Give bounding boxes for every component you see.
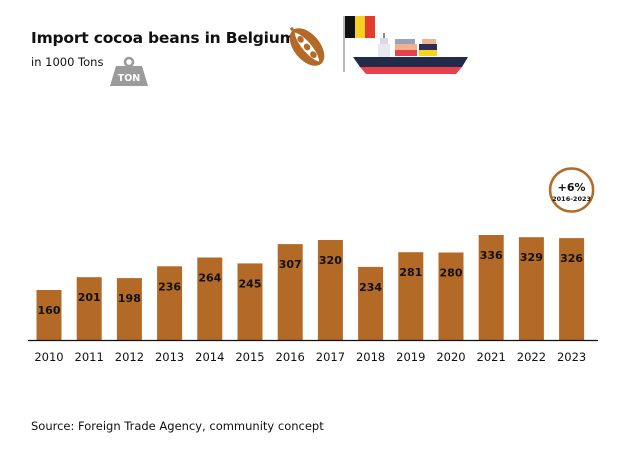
bar-2015 — [237, 263, 263, 340]
bar-value-label-2015: 245 — [239, 277, 262, 290]
bar-2013 — [157, 266, 183, 341]
bar-2021 — [478, 235, 504, 340]
bar-2011 — [76, 277, 102, 340]
x-tick-label-2011: 2011 — [75, 350, 104, 364]
bar-2023 — [559, 238, 585, 340]
bar-value-label-2011: 201 — [78, 291, 101, 304]
x-tick-label-2022: 2022 — [517, 350, 546, 364]
bars-group: 160 201 198 236 264 245 307 320 234 281 280 336 329 3… — [36, 235, 585, 341]
bar-value-label-2020: 280 — [440, 267, 463, 280]
source-note: Source: Foreign Trade Agency, community … — [31, 419, 324, 433]
x-tick-label-2014: 2014 — [195, 350, 224, 364]
bar-2012 — [116, 278, 142, 340]
x-tick-label-2021: 2021 — [477, 350, 506, 364]
tick-labels-group: 2010 2011 2012 2013 2014 2015 2016 2017 2018 2019… — [34, 350, 586, 364]
x-tick-label-2023: 2023 — [557, 350, 586, 364]
growth-badge-period: 2016-2023 — [552, 195, 591, 203]
bar-value-label-2019: 281 — [399, 266, 422, 279]
bar-value-label-2022: 329 — [520, 251, 543, 264]
bar-2017 — [317, 240, 343, 340]
bar-value-label-2014: 264 — [198, 272, 221, 285]
weight-icon: TON — [110, 56, 148, 86]
bar-2014 — [197, 257, 223, 340]
growth-badge: +6% 2016-2023 — [548, 167, 595, 213]
bar-2022 — [518, 237, 544, 340]
bar-value-label-2013: 236 — [158, 280, 181, 293]
bar-2018 — [358, 266, 384, 340]
growth-badge-circle — [548, 167, 595, 213]
bar-value-label-2018: 234 — [359, 281, 382, 294]
bar-2019 — [398, 252, 424, 340]
x-tick-label-2012: 2012 — [115, 350, 144, 364]
x-tick-label-2019: 2019 — [396, 350, 425, 364]
bar-2016 — [277, 244, 303, 340]
bar-value-label-2023: 326 — [560, 252, 583, 265]
x-tick-label-2020: 2020 — [436, 350, 465, 364]
bar-value-label-2010: 160 — [38, 304, 61, 317]
bar-2010 — [36, 290, 62, 340]
cargo-ship-icon — [353, 33, 468, 74]
weight-icon-label: TON — [118, 73, 141, 84]
bar-value-label-2021: 336 — [480, 249, 503, 262]
chart-subtitle: in 1000 Tons — [31, 55, 104, 69]
x-tick-label-2010: 2010 — [34, 350, 63, 364]
bar-value-label-2012: 198 — [118, 292, 141, 305]
belgium-flag-icon — [343, 16, 375, 72]
bar-value-label-2016: 307 — [279, 258, 302, 271]
bar-value-label-2017: 320 — [319, 254, 342, 267]
bar-2020 — [438, 252, 464, 340]
x-tick-label-2016: 2016 — [276, 350, 305, 364]
x-tick-label-2013: 2013 — [155, 350, 184, 364]
x-tick-label-2015: 2015 — [235, 350, 264, 364]
growth-badge-value: +6% — [558, 181, 586, 194]
x-tick-label-2018: 2018 — [356, 350, 385, 364]
x-tick-label-2017: 2017 — [316, 350, 345, 364]
chart-title: Import cocoa beans in Belgium — [31, 29, 296, 47]
cocoa-pod-icon — [289, 26, 325, 66]
